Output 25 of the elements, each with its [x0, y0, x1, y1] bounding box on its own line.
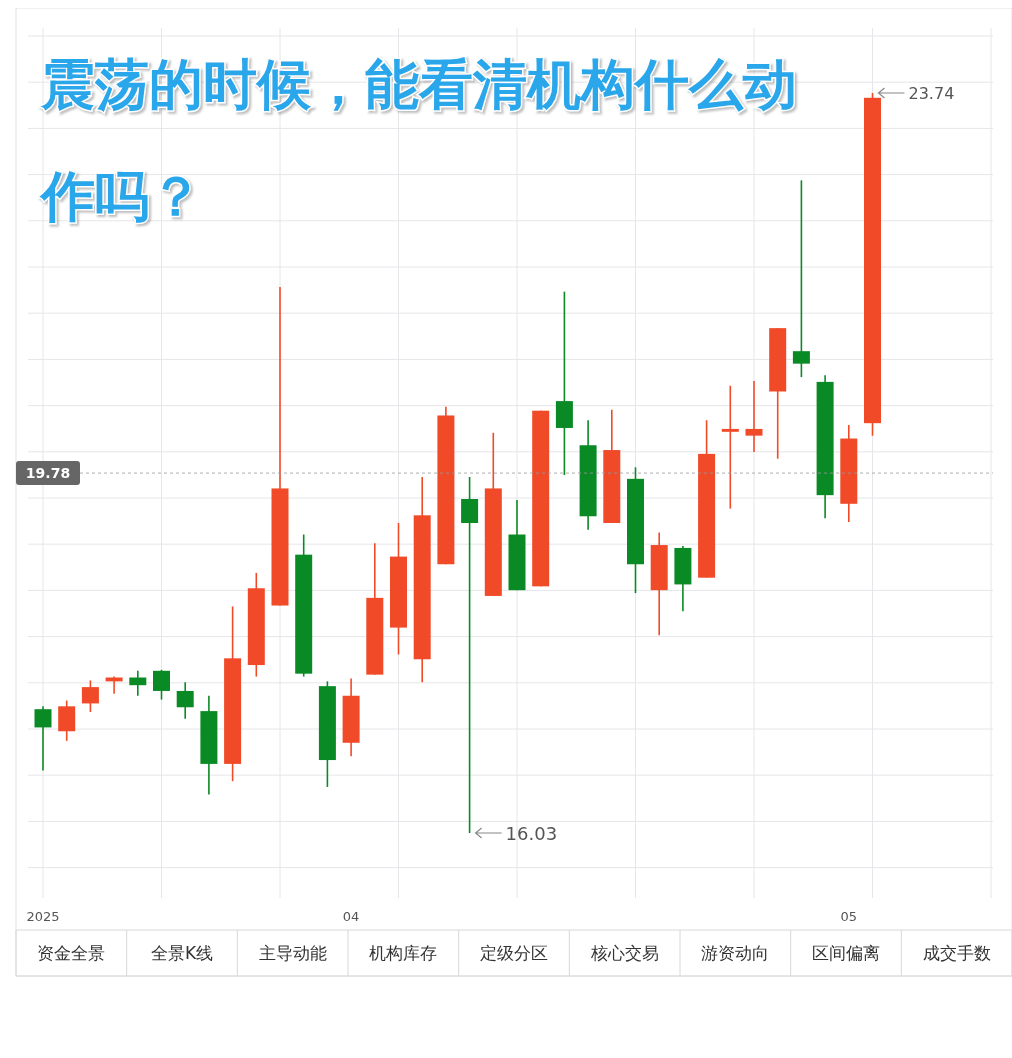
candlestick [34, 705, 52, 772]
candlestick [792, 179, 810, 378]
candlestick [81, 679, 99, 713]
text: 资金全景 [37, 943, 106, 963]
candlestick [745, 380, 763, 453]
text: 全景K线 [150, 943, 214, 963]
text: 游资动向 [701, 943, 770, 963]
ref-line-label: 19.78 [25, 465, 71, 482]
text: 成交手数 [922, 943, 991, 963]
chart-title: 震荡的时候，能看清机构什么动作吗？ [39, 53, 797, 228]
x-tick-label: 05 [840, 909, 858, 924]
text: 机构库存 [369, 943, 438, 963]
x-tick-label: 2025 [26, 909, 60, 924]
annotation: 16.03 [505, 822, 558, 844]
candlestick [176, 681, 194, 720]
text: 区间偏离 [812, 943, 880, 963]
candlestick [129, 670, 147, 697]
x-tick-label: 04 [342, 909, 360, 924]
text: 核心交易 [589, 943, 659, 963]
text: 主导动能 [258, 943, 327, 963]
text: 23.74 [908, 83, 955, 103]
candlestick [721, 384, 739, 510]
text: 定级分区 [480, 943, 548, 963]
candlestick [461, 476, 479, 834]
candlestick [153, 669, 170, 701]
